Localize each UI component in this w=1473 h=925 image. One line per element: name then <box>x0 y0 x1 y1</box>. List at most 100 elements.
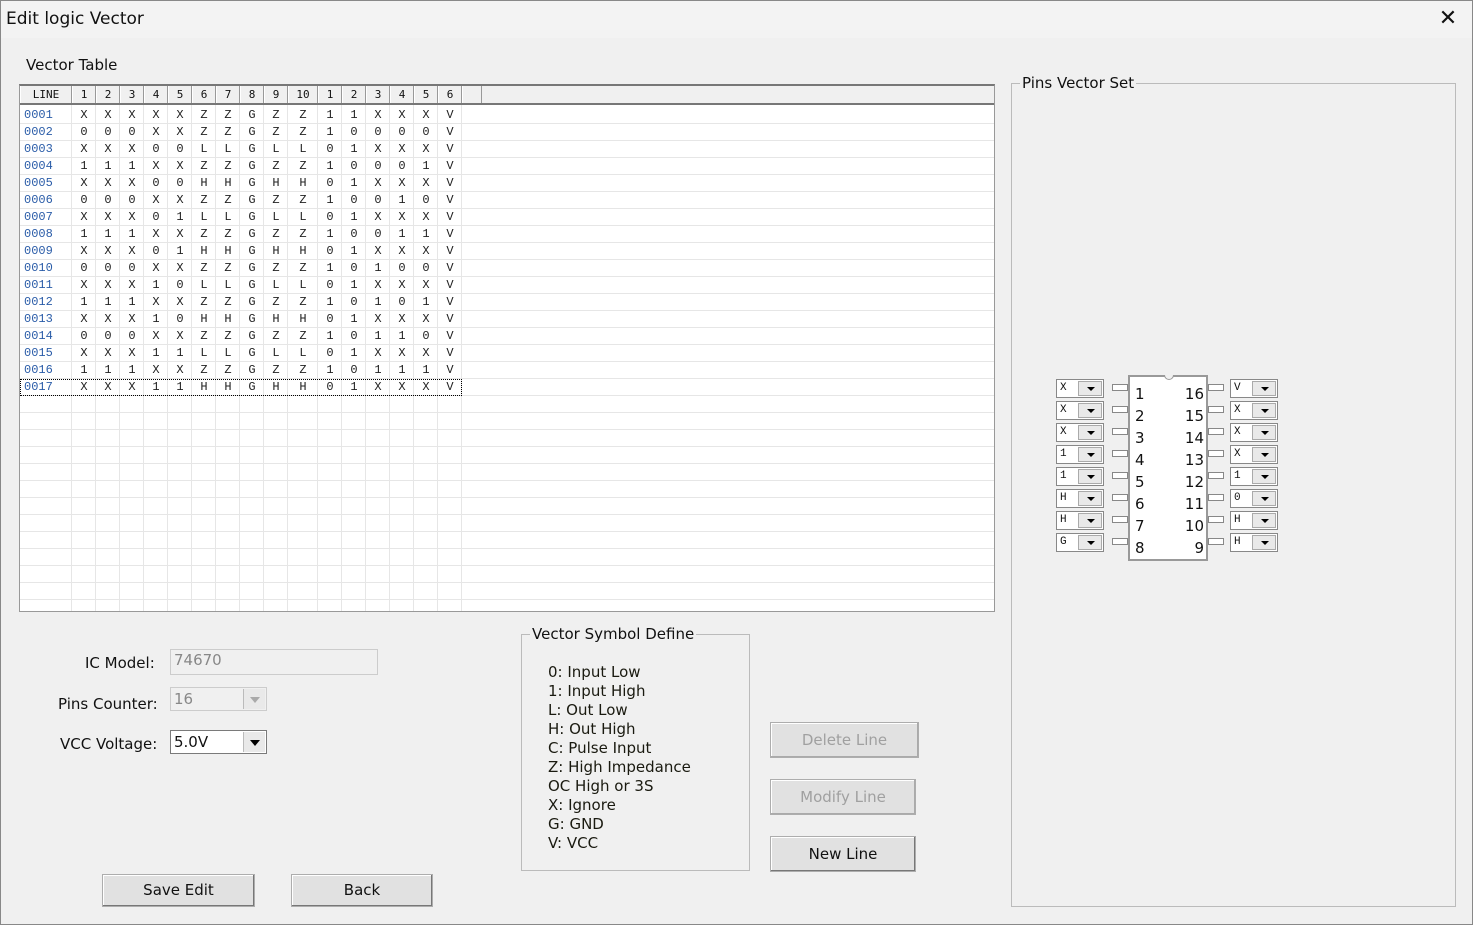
chevron-down-icon[interactable] <box>1252 403 1276 418</box>
column-header[interactable]: 10 <box>288 86 318 103</box>
pin-16-select[interactable]: V <box>1230 379 1278 398</box>
pin-11-select[interactable]: 0 <box>1230 489 1278 508</box>
pin-number: 10 <box>1184 517 1204 535</box>
line-number-cell: 0013 <box>24 312 53 326</box>
pin-15-select[interactable]: X <box>1230 401 1278 420</box>
table-row[interactable]: 0011 X X X 1 0 L L G L L 0 1 X X X V <box>20 277 462 294</box>
chevron-down-icon[interactable] <box>1252 425 1276 440</box>
pin-12-select[interactable]: 1 <box>1230 467 1278 486</box>
pin-value-cell: X <box>104 210 112 224</box>
column-header[interactable]: 6 <box>438 86 462 103</box>
grid-line <box>239 105 240 611</box>
pin-value-cell: Z <box>200 363 208 377</box>
pin-value-cell: H <box>224 176 232 190</box>
table-row[interactable]: 0008 1 1 1 X X Z Z G Z Z 1 0 0 1 1 V <box>20 226 462 243</box>
chevron-down-icon[interactable] <box>1252 469 1276 484</box>
chevron-down-icon[interactable] <box>1078 447 1102 462</box>
pins-vector-set-group: Pins Vector Set <box>1011 74 1456 907</box>
pin-8-select[interactable]: G <box>1056 533 1104 552</box>
pin-value-cell: X <box>104 312 112 326</box>
pin-value-cell: X <box>80 210 88 224</box>
chevron-down-icon[interactable] <box>1078 513 1102 528</box>
pin-3-select[interactable]: X <box>1056 423 1104 442</box>
pin-value-cell: Z <box>200 329 208 343</box>
pin-value-cell: V <box>446 193 454 207</box>
chevron-down-icon[interactable] <box>1078 491 1102 506</box>
chevron-down-icon[interactable] <box>1252 381 1276 396</box>
table-row[interactable]: 0004 1 1 1 X X Z Z G Z Z 1 0 0 0 1 V <box>20 158 462 175</box>
pin-value-cell: 0 <box>374 159 382 173</box>
new-line-button[interactable]: New Line <box>770 836 916 872</box>
grid-line <box>143 105 144 611</box>
table-row[interactable]: 0005 X X X 0 0 H H G H H 0 1 X X X V <box>20 175 462 192</box>
table-row[interactable]: 0015 X X X 1 1 L L G L L 0 1 X X X V <box>20 345 462 362</box>
back-button[interactable]: Back <box>291 874 433 907</box>
column-header[interactable]: 6 <box>192 86 216 103</box>
chevron-down-icon[interactable] <box>1078 535 1102 550</box>
column-header[interactable]: 3 <box>120 86 144 103</box>
pin-value: X <box>1060 382 1067 394</box>
close-icon[interactable]: ✕ <box>1438 6 1458 31</box>
pin-5-select[interactable]: 1 <box>1056 467 1104 486</box>
pin-value-cell: X <box>422 346 430 360</box>
vector-symbol-define-group: Vector Symbol Define 0: Input Low 1: Inpu… <box>521 625 750 871</box>
pin-value-cell: X <box>128 210 136 224</box>
column-header[interactable]: 5 <box>414 86 438 103</box>
column-header[interactable]: 4 <box>144 86 168 103</box>
column-header[interactable]: LINE <box>20 86 72 103</box>
table-row[interactable]: 0013 X X X 1 0 H H G H H 0 1 X X X V <box>20 311 462 328</box>
column-header[interactable]: 7 <box>216 86 240 103</box>
pin-4-select[interactable]: 1 <box>1056 445 1104 464</box>
vector-table[interactable]: LINE 1 2 3 4 5 6 7 8 9 10 1 2 3 4 5 6 0001 X X X X X Z Z G Z Z 1 1 X X… <box>19 84 995 612</box>
grid-line <box>287 105 288 611</box>
pin-value-cell: 1 <box>350 346 358 360</box>
chevron-down-icon[interactable] <box>1252 491 1276 506</box>
chevron-down-icon <box>243 689 265 709</box>
modify-line-button[interactable]: Modify Line <box>770 779 916 815</box>
pin-2-select[interactable]: X <box>1056 401 1104 420</box>
table-row[interactable]: 0003 X X X 0 0 L L G L L 0 1 X X X V <box>20 141 462 158</box>
chevron-down-icon[interactable] <box>1252 535 1276 550</box>
pin-7-select[interactable]: H <box>1056 511 1104 530</box>
table-row[interactable]: 0017 X X X 1 1 H H G H H 0 1 X X X V <box>20 379 462 396</box>
pin-10-select[interactable]: H <box>1230 511 1278 530</box>
table-row[interactable]: 0002 0 0 0 X X Z Z G Z Z 1 0 0 0 0 V <box>20 124 462 141</box>
column-header[interactable]: 1 <box>318 86 342 103</box>
delete-line-button[interactable]: Delete Line <box>770 722 919 758</box>
column-header[interactable]: 8 <box>240 86 264 103</box>
symbol-definition: V: VCC <box>548 834 599 852</box>
chevron-down-icon[interactable] <box>1252 513 1276 528</box>
column-header[interactable]: 1 <box>72 86 96 103</box>
pin-14-select[interactable]: X <box>1230 423 1278 442</box>
grid-line <box>317 105 318 611</box>
table-row[interactable]: 0001 X X X X X Z Z G Z Z 1 1 X X X V <box>20 107 462 124</box>
pin-13-select[interactable]: X <box>1230 445 1278 464</box>
chevron-down-icon[interactable] <box>1078 381 1102 396</box>
pin-9-select[interactable]: H <box>1230 533 1278 552</box>
pin-value-cell: X <box>422 210 430 224</box>
table-row[interactable]: 0007 X X X 0 1 L L G L L 0 1 X X X V <box>20 209 462 226</box>
pin-6-select[interactable]: H <box>1056 489 1104 508</box>
column-header[interactable]: 5 <box>168 86 192 103</box>
chevron-down-icon[interactable] <box>243 732 265 752</box>
table-row[interactable]: 0009 X X X 0 1 H H G H H 0 1 X X X V <box>20 243 462 260</box>
column-header[interactable]: 2 <box>96 86 120 103</box>
column-header[interactable]: 2 <box>342 86 366 103</box>
table-row[interactable]: 0010 0 0 0 X X Z Z G Z Z 1 0 1 0 0 V <box>20 260 462 277</box>
table-row[interactable]: 0012 1 1 1 X X Z Z G Z Z 1 0 1 0 1 V <box>20 294 462 311</box>
pin-value-cell: 1 <box>104 363 112 377</box>
column-header[interactable]: 9 <box>264 86 288 103</box>
column-header[interactable]: 3 <box>366 86 390 103</box>
table-row[interactable]: 0016 1 1 1 X X Z Z G Z Z 1 0 1 1 1 V <box>20 362 462 379</box>
pin-1-select[interactable]: X <box>1056 379 1104 398</box>
vcc-voltage-select[interactable]: 5.0V <box>170 730 267 754</box>
chevron-down-icon[interactable] <box>1078 425 1102 440</box>
chevron-down-icon[interactable] <box>1078 403 1102 418</box>
save-edit-button[interactable]: Save Edit <box>102 874 255 907</box>
table-row[interactable]: 0014 0 0 0 X X Z Z G Z Z 1 0 1 1 0 V <box>20 328 462 345</box>
chevron-down-icon[interactable] <box>1252 447 1276 462</box>
table-row[interactable]: 0006 0 0 0 X X Z Z G Z Z 1 0 0 1 0 V <box>20 192 462 209</box>
column-header[interactable]: 4 <box>390 86 414 103</box>
chevron-down-icon[interactable] <box>1078 469 1102 484</box>
pin-value-cell: Z <box>224 363 232 377</box>
